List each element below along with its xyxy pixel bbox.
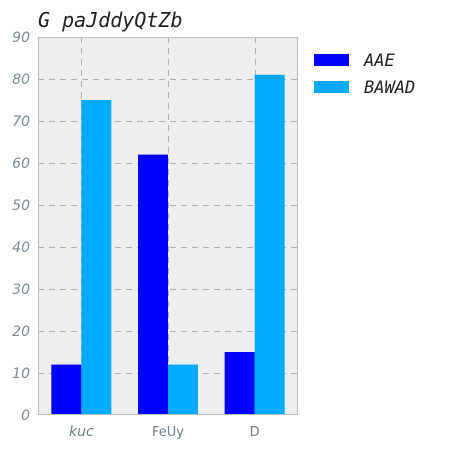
x-axis-ticks: kuc FeUy D <box>69 424 260 440</box>
bar-aae-kuc <box>51 364 82 415</box>
y-tick-label: 90 <box>12 30 30 46</box>
y-tick-label: 80 <box>12 72 30 88</box>
y-tick-label: 60 <box>12 156 30 172</box>
x-tick-label: kuc <box>69 424 94 440</box>
x-tick-label: D <box>250 425 260 440</box>
y-tick-label: 10 <box>12 366 30 382</box>
y-tick-label: 50 <box>12 198 30 214</box>
legend-swatch-aae <box>314 54 349 66</box>
y-tick-label: 40 <box>12 240 30 256</box>
legend-swatch-bawad <box>314 81 349 93</box>
y-tick-label: 20 <box>12 324 30 340</box>
bar-bawad-kuc <box>81 100 112 415</box>
y-axis-ticks: 0 10 20 30 40 50 60 70 80 90 <box>12 30 30 424</box>
bar-aae-feuy <box>138 154 168 415</box>
legend: AAE BAWAD <box>314 51 415 98</box>
bars <box>51 74 285 416</box>
legend-label-aae: AAE <box>363 51 395 71</box>
bar-aae-d <box>224 352 255 415</box>
bar-bawad-d <box>254 74 285 416</box>
plot-frame <box>38 37 298 415</box>
y-tick-label: 0 <box>21 408 30 424</box>
y-tick-label: 70 <box>12 114 30 130</box>
y-tick-label: 30 <box>12 282 30 298</box>
chart-title: G paJddyQtZb <box>38 8 183 32</box>
x-tick-label: FeUy <box>152 425 184 440</box>
legend-label-bawad: BAWAD <box>364 78 415 98</box>
bar-bawad-feuy <box>168 364 198 415</box>
